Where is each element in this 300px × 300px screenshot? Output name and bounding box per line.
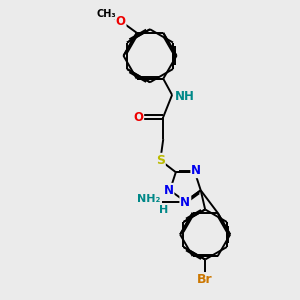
- Text: N: N: [164, 184, 173, 197]
- Text: O: O: [116, 15, 126, 28]
- Text: NH₂: NH₂: [137, 194, 160, 204]
- Text: CH₃: CH₃: [96, 9, 116, 19]
- Text: Br: Br: [197, 273, 213, 286]
- Text: NH: NH: [175, 90, 195, 103]
- Text: O: O: [133, 110, 143, 124]
- Text: H: H: [159, 205, 168, 215]
- Text: N: N: [191, 164, 201, 177]
- Text: N: N: [180, 196, 190, 209]
- Text: S: S: [156, 154, 165, 167]
